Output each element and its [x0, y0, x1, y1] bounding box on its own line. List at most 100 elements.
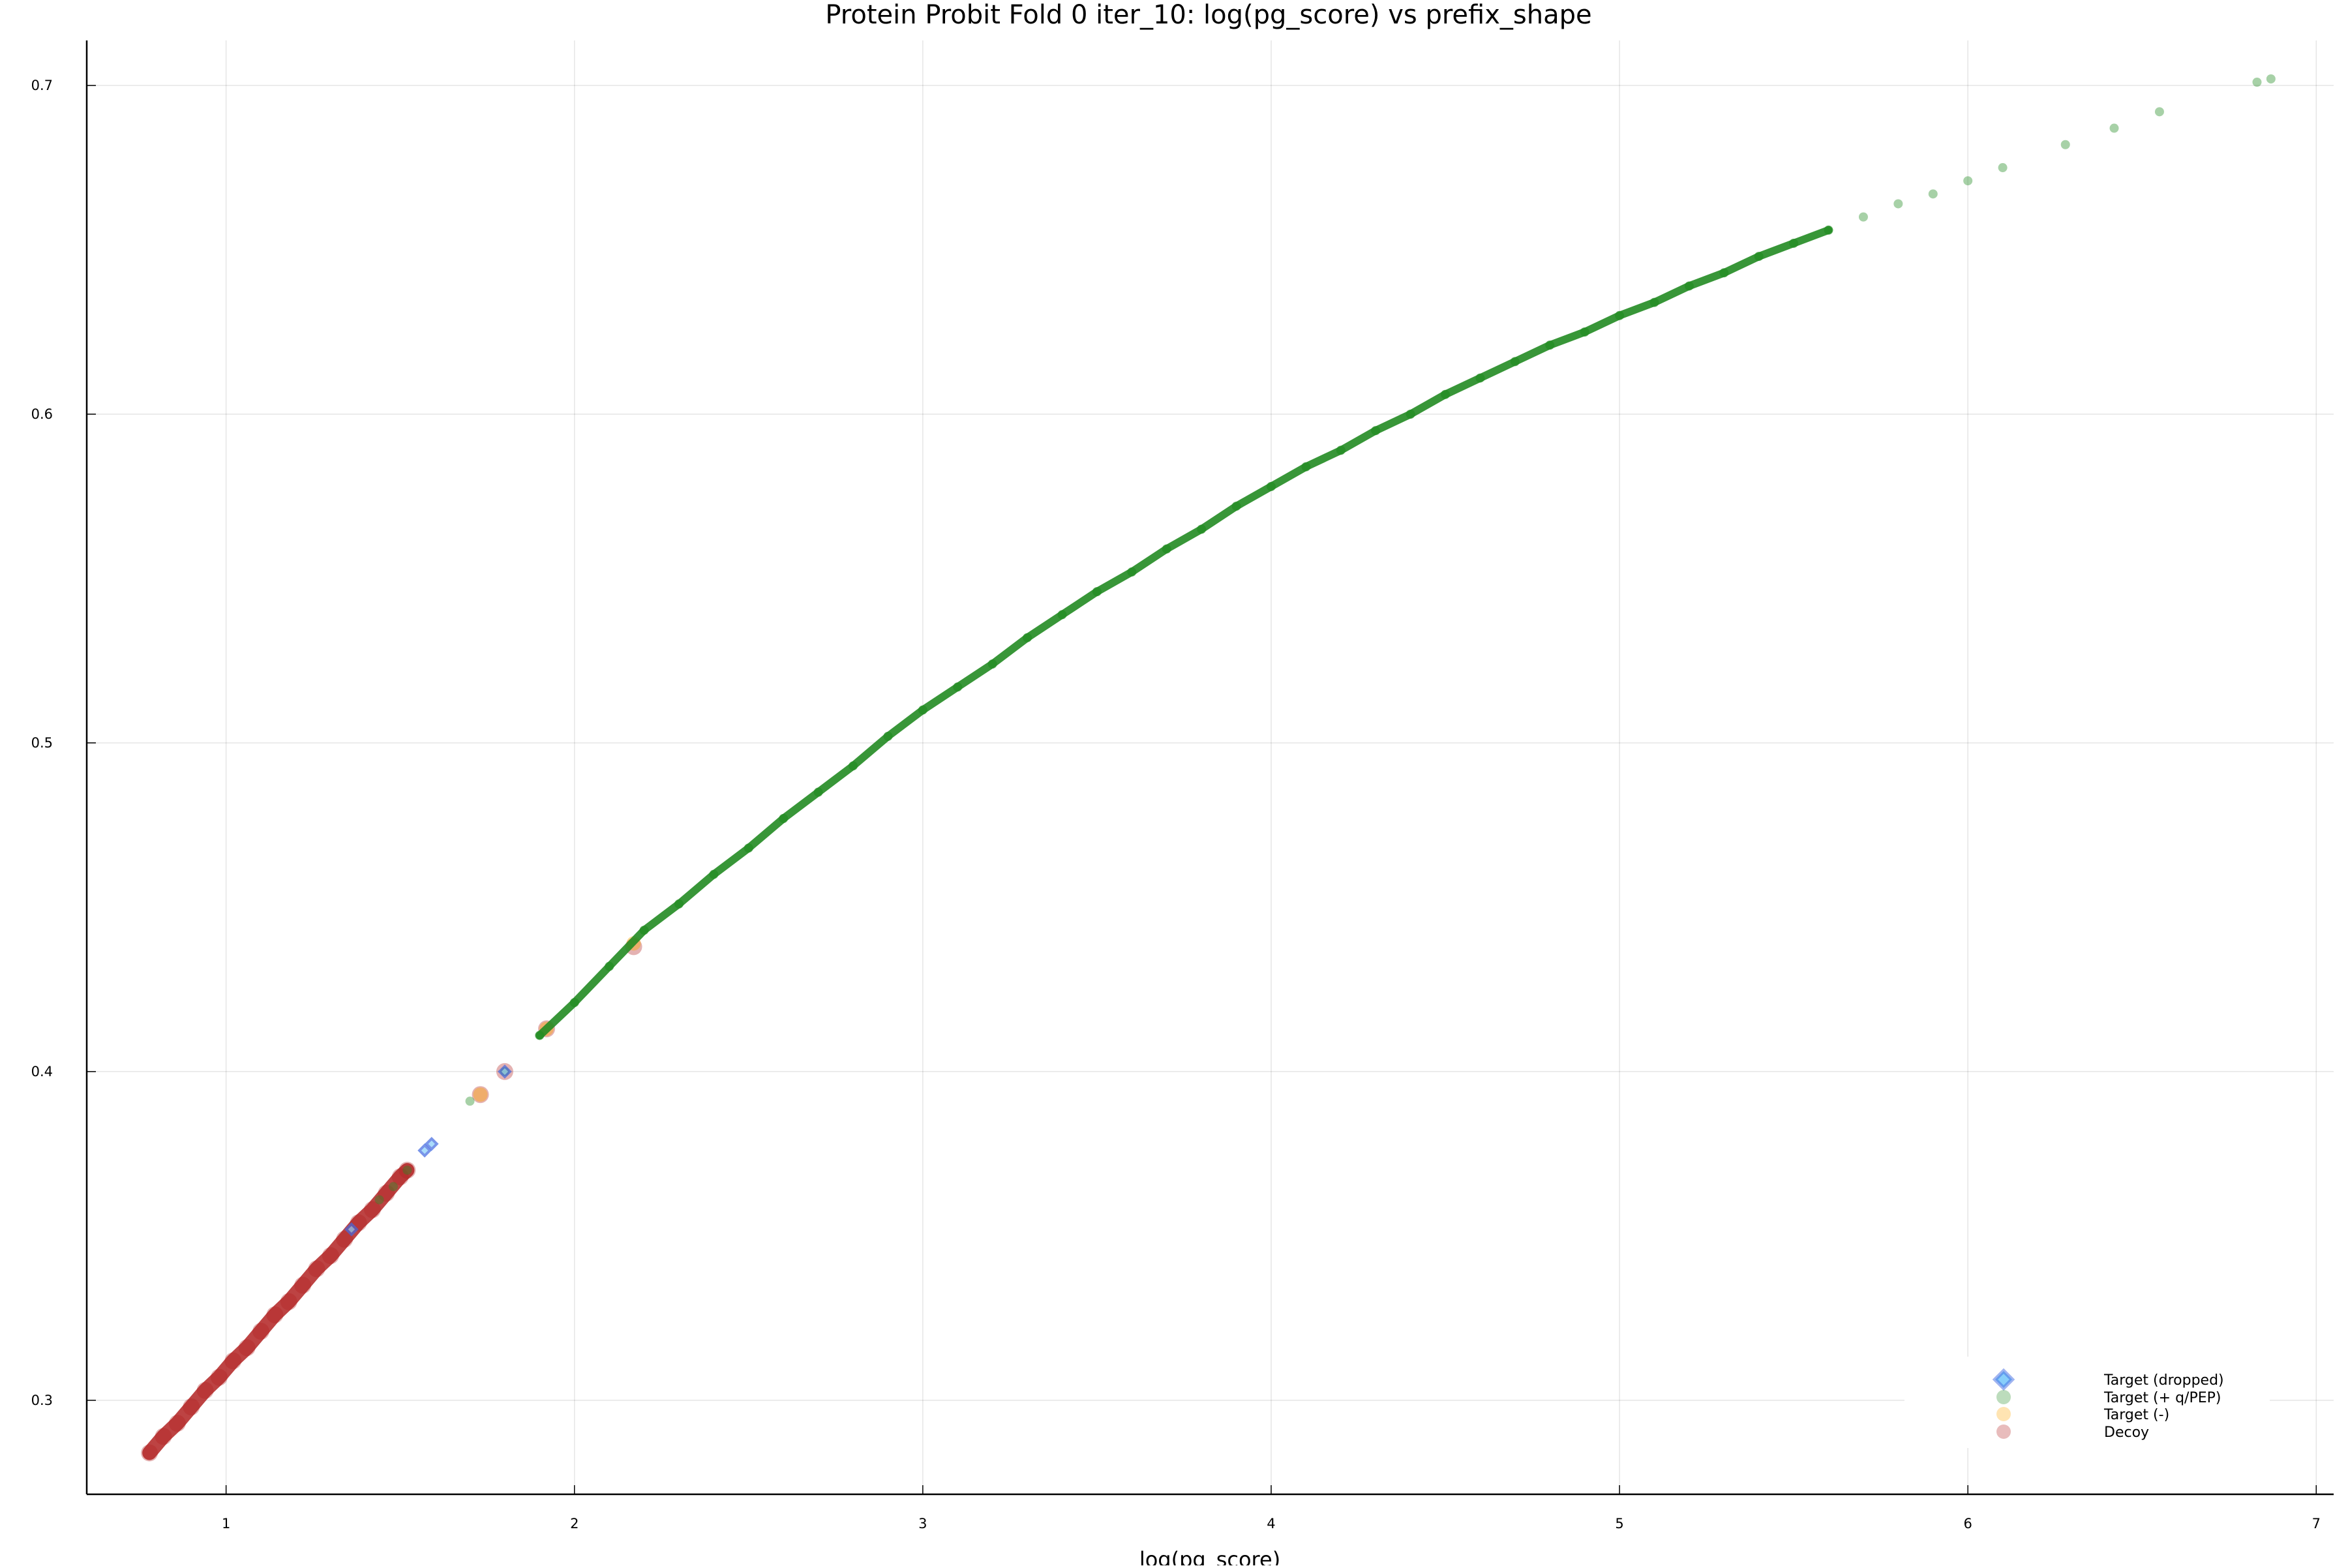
series-decoy [141, 938, 642, 1462]
data-point [987, 659, 997, 669]
data-point [2060, 140, 2070, 149]
legend-marker-circle-icon [1996, 1407, 2011, 1421]
y-tick-label: 0.5 [31, 735, 53, 751]
legend-label: Decoy [2104, 1425, 2149, 1441]
data-point [674, 899, 684, 909]
y-tick-label: 0.4 [31, 1064, 53, 1079]
data-point [1057, 610, 1067, 620]
data-point [322, 1247, 339, 1265]
data-point [2154, 107, 2164, 117]
data-point [224, 1352, 242, 1370]
data-point [1266, 481, 1276, 491]
data-point [155, 1428, 172, 1445]
data-point [1475, 373, 1485, 383]
x-tick-label: 3 [918, 1516, 927, 1531]
data-point [183, 1398, 200, 1415]
data-point [1754, 252, 1764, 262]
data-point [1092, 587, 1102, 597]
data-point [1893, 199, 1903, 209]
legend-box [1904, 1357, 2270, 1448]
data-point [1684, 281, 1694, 291]
data-point [639, 926, 649, 935]
data-point [1231, 502, 1241, 511]
data-point [472, 1086, 489, 1104]
data-point [1580, 327, 1589, 337]
series-target-dropped [344, 1064, 512, 1237]
data-point [849, 761, 858, 771]
data-point [374, 1195, 384, 1205]
data-point [2266, 74, 2276, 83]
decoy-dense-band [142, 1163, 415, 1460]
data-point [1615, 310, 1625, 320]
data-point [1963, 176, 1973, 186]
data-point [709, 869, 719, 879]
legend: Target (dropped)Target (+ q/PEP)Target (… [1904, 1357, 2270, 1448]
data-point-dropped [424, 1136, 439, 1151]
data-point [1441, 389, 1451, 399]
data-point [569, 998, 579, 1008]
data-point [465, 1096, 475, 1106]
data-point [389, 1182, 399, 1192]
data-point [605, 961, 614, 971]
data-marks [141, 74, 2276, 1462]
data-point [1858, 212, 1868, 222]
data-point [473, 1087, 488, 1102]
data-point [280, 1293, 297, 1310]
legend-label: Target (+ q/PEP) [2103, 1390, 2221, 1406]
data-point [1406, 409, 1415, 419]
data-point [918, 705, 927, 715]
legend-marker-circle-icon [1996, 1425, 2011, 1439]
data-point [813, 787, 823, 797]
y-tick-label: 0.3 [31, 1393, 53, 1408]
data-point [336, 1230, 354, 1248]
data-point [2252, 78, 2262, 87]
data-point [883, 731, 893, 741]
x-tick-label: 7 [2312, 1516, 2321, 1531]
data-point [1197, 524, 1207, 534]
axes [85, 40, 2334, 1496]
data-point [1824, 225, 1833, 235]
data-point [953, 682, 963, 692]
data-point [2109, 123, 2119, 133]
data-point [1789, 238, 1799, 248]
grid [87, 40, 2334, 1494]
data-point [535, 1031, 545, 1040]
data-point [294, 1276, 312, 1294]
data-point [402, 1166, 412, 1175]
data-point [1301, 462, 1311, 472]
legend-label: Target (-) [2103, 1407, 2169, 1423]
data-point [1127, 567, 1137, 577]
legend-label: Target (dropped) [2103, 1372, 2224, 1389]
data-point [744, 843, 753, 853]
x-tick-label: 1 [222, 1516, 230, 1531]
data-point [399, 1162, 416, 1179]
target-dense-band [535, 226, 1833, 1040]
series-target-q-pep [374, 74, 2276, 1205]
chart-title: Protein Probit Fold 0 iter_10: log(pg_sc… [825, 0, 1591, 30]
x-tick-label: 2 [570, 1516, 579, 1531]
x-tick-label: 5 [1615, 1516, 1623, 1531]
data-point [1998, 163, 2008, 173]
data-point [779, 813, 789, 823]
data-point [1162, 544, 1171, 554]
y-tick-label: 0.7 [31, 78, 53, 93]
data-point [308, 1260, 325, 1278]
legend-marker-diamond-icon [1992, 1368, 2015, 1391]
data-point [141, 1444, 158, 1462]
data-point [378, 1184, 395, 1202]
data-point [1649, 297, 1659, 307]
data-point-dropped [417, 1143, 432, 1158]
y-tick-label: 0.6 [31, 406, 53, 422]
data-point [1371, 426, 1381, 436]
ticks: 1 2 3 4 5 6 7 0.3 0.4 0.5 0.6 0.7 [31, 78, 2321, 1531]
x-tick-label: 4 [1267, 1516, 1275, 1531]
data-point [252, 1323, 270, 1340]
data-point [391, 1168, 409, 1186]
data-point [363, 1201, 381, 1218]
x-tick-label: 6 [1963, 1516, 1972, 1531]
data-point [1510, 357, 1520, 367]
data-point [238, 1339, 256, 1357]
data-point [266, 1306, 284, 1323]
